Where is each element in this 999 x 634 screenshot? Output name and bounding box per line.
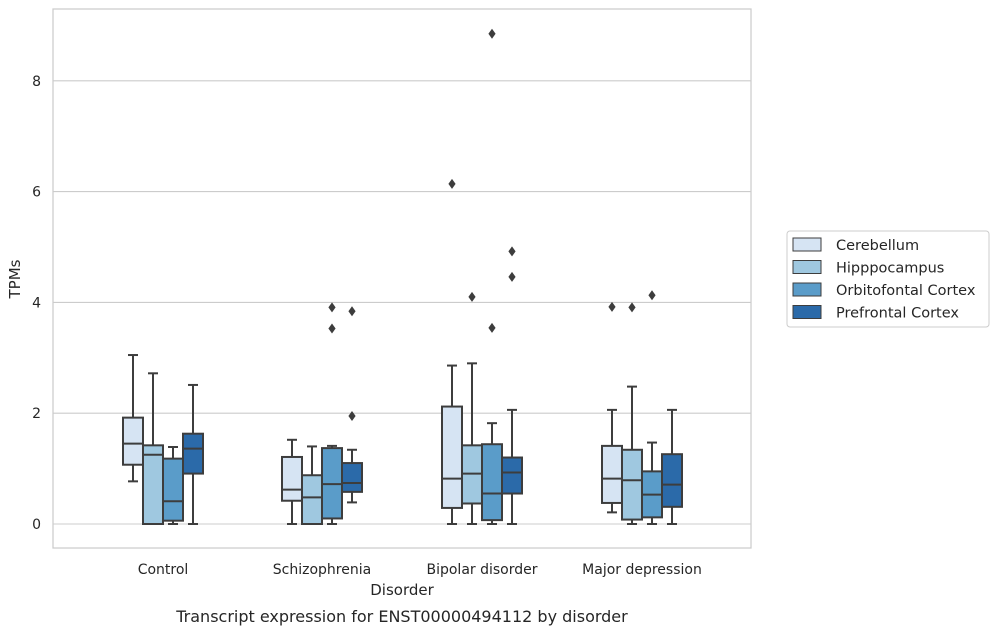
outlier-point xyxy=(628,302,636,313)
outlier-point xyxy=(608,301,616,312)
legend-swatch xyxy=(792,237,822,252)
outlier-point xyxy=(328,302,336,313)
box-iqr xyxy=(481,443,503,522)
x-tick-label: Major depression xyxy=(582,562,702,578)
box-iqr xyxy=(142,444,164,525)
legend-swatch xyxy=(792,305,822,319)
outlier-point xyxy=(348,410,356,421)
y-tick-label: 0 xyxy=(32,517,41,533)
y-axis-label: TPMs xyxy=(6,259,24,299)
box-iqr xyxy=(281,455,303,502)
outlier-point xyxy=(488,28,496,39)
box-iqr xyxy=(162,457,184,522)
box-iqr xyxy=(621,448,643,521)
legend-frame xyxy=(786,230,990,328)
outlier-point xyxy=(448,178,456,189)
box-group xyxy=(182,383,204,525)
box-iqr xyxy=(601,444,623,504)
box-group xyxy=(281,438,303,525)
legend-label: Orbitofontal Cortex xyxy=(836,283,976,299)
outlier-point xyxy=(648,290,656,301)
box-group xyxy=(142,372,164,525)
y-tick-labels: 0 2 4 6 8 xyxy=(32,74,41,533)
legend-label: Hipppocampus xyxy=(836,261,944,277)
box-group xyxy=(162,445,184,525)
box-group xyxy=(601,301,623,514)
box-group xyxy=(661,408,683,525)
box-groups xyxy=(122,28,683,525)
box-group xyxy=(501,246,523,525)
outlier-point xyxy=(508,246,516,257)
x-tick-label: Control xyxy=(138,562,189,578)
box-iqr xyxy=(182,432,204,475)
box-group xyxy=(321,302,343,525)
box-group xyxy=(461,291,483,525)
legend-swatch xyxy=(792,282,822,297)
y-tick-label: 2 xyxy=(32,406,41,422)
outlier-point xyxy=(468,291,476,302)
y-tick-label: 4 xyxy=(32,295,41,311)
plot-frame xyxy=(52,8,752,549)
box-iqr xyxy=(441,405,463,509)
y-tick-label: 6 xyxy=(32,185,41,201)
x-tick-label: Schizophrenia xyxy=(273,562,371,578)
box-iqr xyxy=(661,453,683,508)
x-tick-labels: Control Schizophrenia Bipolar disorder Majo… xyxy=(138,562,702,578)
legend-label: Prefrontal Cortex xyxy=(836,306,959,322)
legend-label: Cerebellum xyxy=(836,238,919,254)
outlier-point xyxy=(328,323,336,334)
legend: Cerebellum Hipppocampus Orbitofontal Corte… xyxy=(786,230,990,328)
outlier-point xyxy=(508,271,516,282)
box-group xyxy=(341,306,363,504)
x-tick-label: Bipolar disorder xyxy=(426,562,537,578)
box-group xyxy=(122,354,144,483)
chart-caption: Transcript expression for ENST0000049411… xyxy=(175,607,628,626)
box-iqr xyxy=(122,416,144,466)
outlier-point xyxy=(348,306,356,317)
box-iqr xyxy=(501,456,523,495)
legend-swatch xyxy=(792,260,822,274)
box-iqr xyxy=(301,474,323,525)
y-tick-label: 8 xyxy=(32,74,41,90)
x-axis-label: Disorder xyxy=(370,581,434,599)
outlier-point xyxy=(488,322,496,333)
box-iqr xyxy=(341,462,363,493)
